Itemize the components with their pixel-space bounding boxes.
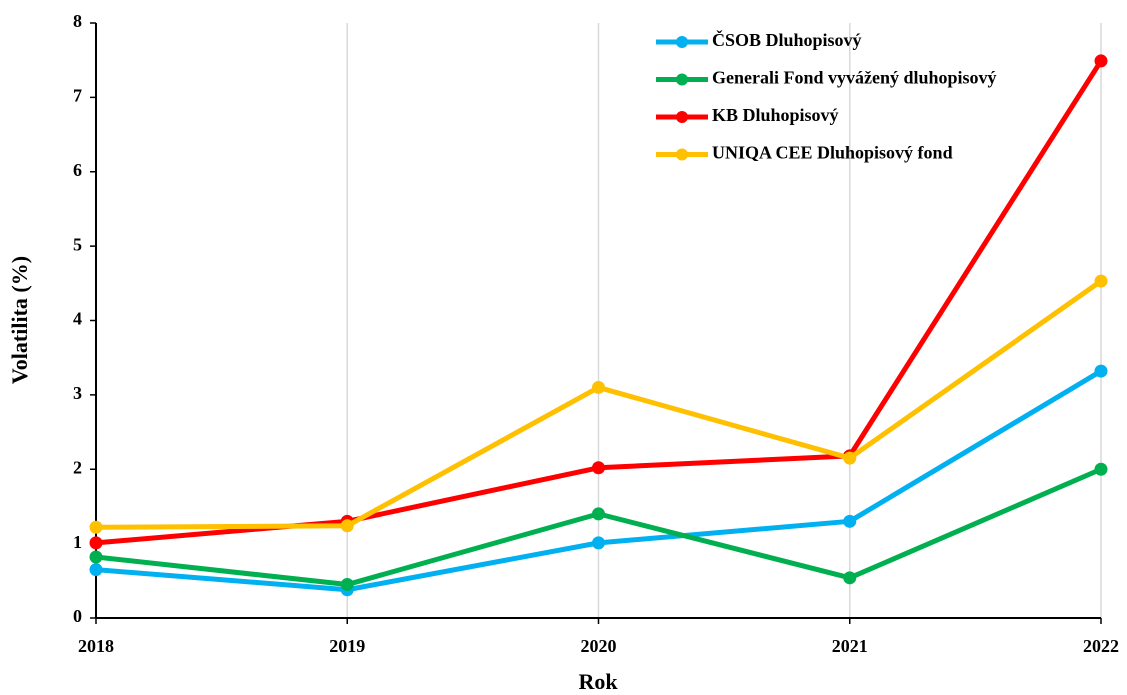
data-point bbox=[89, 550, 103, 564]
data-point bbox=[592, 461, 605, 475]
legend-marker bbox=[676, 148, 688, 161]
legend-item: KB Dluhopisový bbox=[656, 105, 839, 125]
x-tick-label: 2020 bbox=[581, 636, 617, 656]
y-tick-label: 5 bbox=[73, 234, 82, 254]
y-tick-label: 8 bbox=[73, 11, 82, 31]
y-tick-label: 7 bbox=[73, 86, 82, 106]
legend-item: Generali Fond vyvážený dluhopisový bbox=[656, 68, 997, 88]
data-point bbox=[592, 380, 605, 394]
data-point bbox=[89, 520, 103, 534]
data-point bbox=[1094, 54, 1108, 68]
data-point bbox=[1094, 364, 1108, 378]
y-axis-title: Volatilita (%) bbox=[7, 256, 32, 384]
legend-label: Generali Fond vyvážený dluhopisový bbox=[712, 68, 997, 88]
data-point bbox=[340, 578, 354, 592]
x-axis-title: Rok bbox=[578, 669, 618, 694]
data-point bbox=[592, 536, 605, 550]
data-point bbox=[1094, 462, 1108, 476]
data-point bbox=[1094, 274, 1108, 288]
data-point bbox=[843, 571, 857, 585]
x-tick-label: 2021 bbox=[832, 636, 868, 656]
y-tick-label: 3 bbox=[73, 383, 82, 403]
y-tick-label: 2 bbox=[73, 457, 82, 477]
y-tick-label: 1 bbox=[73, 532, 82, 552]
y-tick-label: 4 bbox=[73, 309, 82, 329]
x-tick-label: 2018 bbox=[78, 636, 114, 656]
legend-label: UNIQA CEE Dluhopisový fond bbox=[712, 143, 953, 163]
legend-label: ČSOB Dluhopisový bbox=[712, 29, 862, 50]
legend-item: UNIQA CEE Dluhopisový fond bbox=[656, 143, 953, 163]
data-point bbox=[89, 563, 103, 577]
data-point bbox=[340, 519, 354, 533]
legend-label: KB Dluhopisový bbox=[712, 105, 839, 125]
y-tick-label: 0 bbox=[73, 606, 82, 626]
y-tick-label: 6 bbox=[73, 160, 82, 180]
data-point bbox=[592, 507, 605, 521]
legend-marker bbox=[676, 111, 688, 123]
data-point bbox=[843, 514, 857, 528]
x-tick-label: 2019 bbox=[329, 636, 365, 656]
legend-item: ČSOB Dluhopisový bbox=[656, 29, 862, 50]
legend-marker bbox=[676, 36, 688, 48]
data-point bbox=[843, 451, 857, 465]
legend-marker bbox=[676, 73, 688, 86]
data-point bbox=[89, 536, 103, 550]
x-tick-label: 2022 bbox=[1083, 636, 1119, 656]
